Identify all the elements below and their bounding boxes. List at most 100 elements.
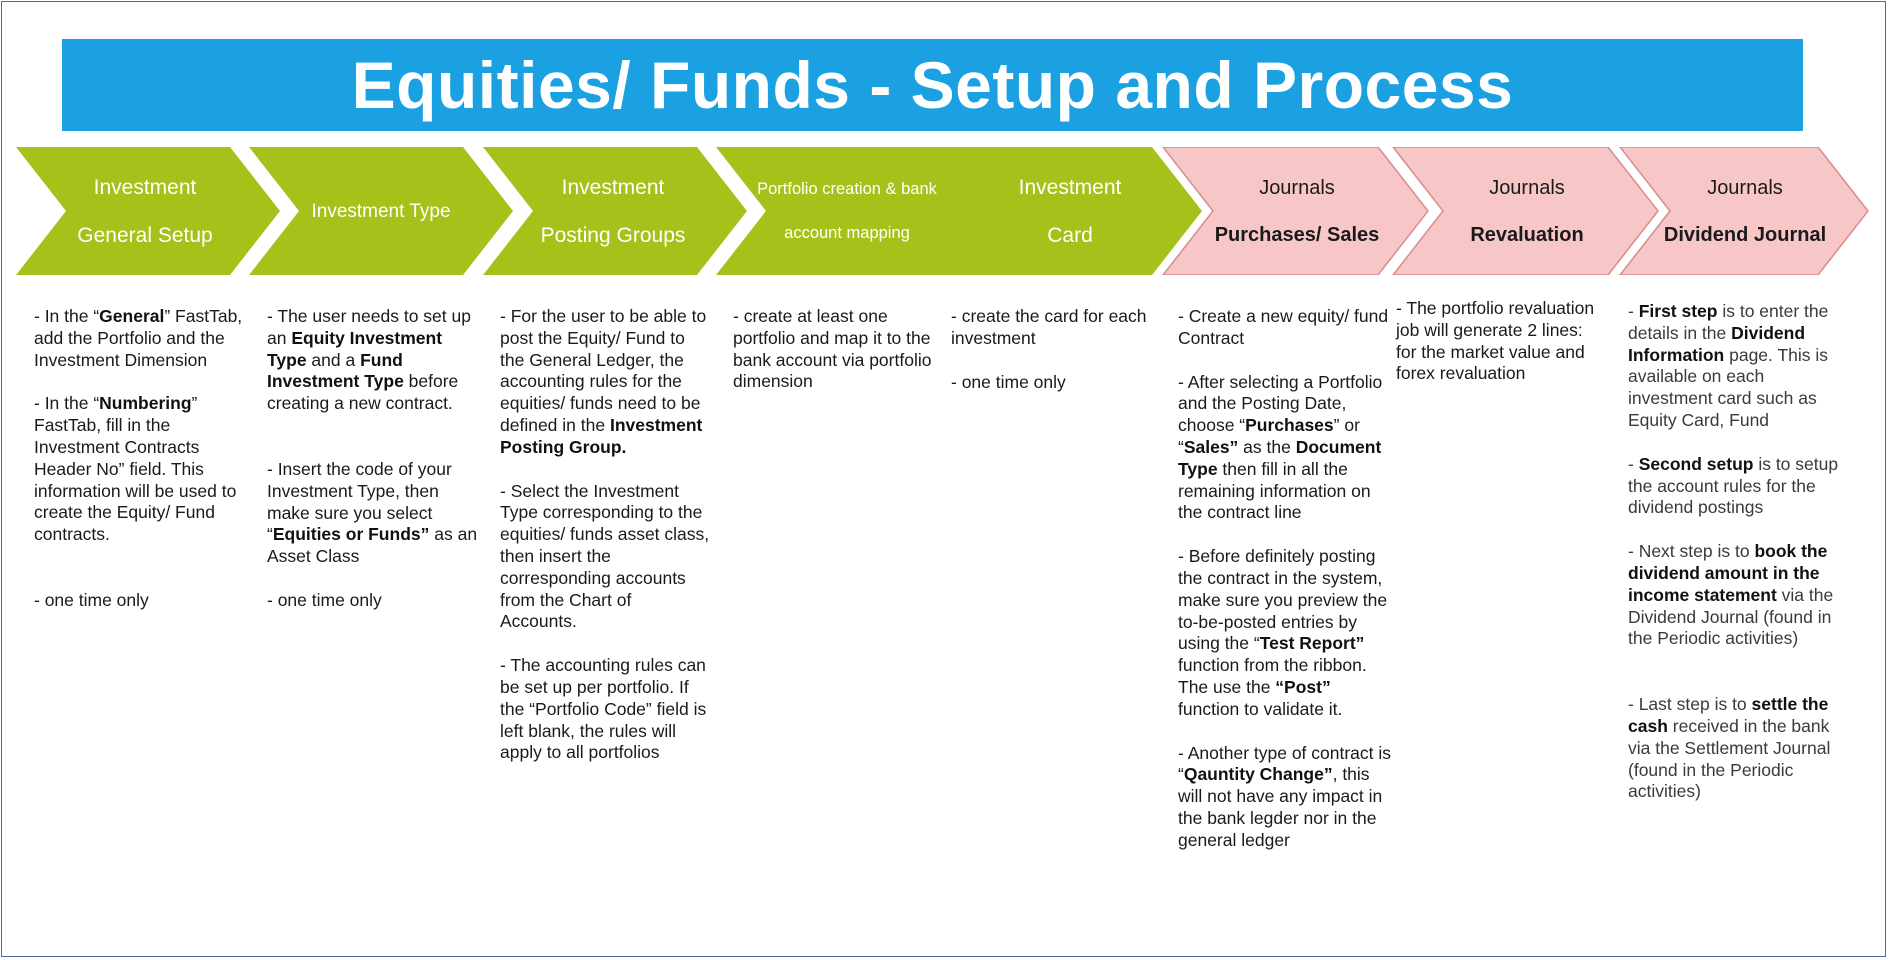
text: function from the ribbon. The use the: [1178, 655, 1367, 697]
step-5-line2: Card: [1047, 223, 1093, 247]
text: is to setup the account rules for the di…: [1628, 453, 1839, 518]
col-portfolio-mapping: - create at least one portfolio and map …: [733, 306, 951, 393]
text: - For the user to be able to post the Eq…: [500, 306, 707, 435]
text: - Before definitely posting the contract…: [1178, 546, 1388, 654]
step-4-line2: account mapping: [784, 223, 910, 242]
col1-para-1: - In the “General” FastTab, add the Port…: [34, 306, 252, 371]
col-purchases-sales: - Create a new equity/ fund Contract - A…: [1178, 306, 1396, 852]
text-bold: Second setup: [1638, 453, 1754, 474]
text: -: [1628, 453, 1639, 474]
step-5-line1: Investment: [1018, 175, 1122, 199]
step-1-label: Investment General Setup: [60, 147, 230, 275]
text-bold: Numbering: [99, 393, 192, 414]
text: - After selecting a Portfolio and the Po…: [1178, 371, 1383, 436]
step-5-label: Investment Card: [980, 147, 1160, 275]
text-bold: Equity Investment Type: [267, 327, 443, 370]
step-3-chevron: [483, 147, 747, 275]
step-6-chevron: [1162, 147, 1429, 275]
process-chevrons: [16, 147, 1869, 275]
page-title: Equities/ Funds - Setup and Process: [62, 39, 1803, 131]
col5-para-2: - one time only: [951, 371, 1066, 392]
text: - The user needs to set up an: [267, 306, 471, 348]
text-bold: Sales”: [1183, 436, 1239, 457]
step-4-label: Portfolio creation & bank account mappin…: [748, 147, 946, 275]
step-6-label: Journals Purchases/ Sales: [1207, 147, 1387, 275]
text-bold: “Post”: [1275, 676, 1331, 697]
col-investment-card: - create the card for each investment - …: [951, 306, 1169, 393]
col-investment-type: - The user needs to set up an Equity Inv…: [267, 306, 485, 612]
text-bold: settle the cash: [1628, 694, 1829, 736]
text: ” FastTab, add the Portfolio and the Inv…: [34, 306, 243, 370]
col8-para-2: - Second setup is to setup the account r…: [1628, 454, 1850, 519]
col2-para-1: - The user needs to set up an Equity Inv…: [267, 306, 485, 415]
step-1-line1: Investment: [93, 175, 197, 199]
text: as an Asset Class: [267, 524, 478, 567]
col2-para-3: - one time only: [267, 589, 382, 610]
step-4-line1: Portfolio creation & bank: [757, 180, 937, 198]
text: -: [1628, 301, 1639, 321]
text: then fill in all the remaining informati…: [1178, 458, 1371, 523]
col8-para-3: - Next step is to book the dividend amou…: [1628, 541, 1850, 650]
step-6-line1: Journals: [1259, 176, 1335, 199]
step-8-line1: Journals: [1707, 176, 1783, 199]
text: page. This is available on each investme…: [1628, 344, 1829, 430]
col-posting-groups: - For the user to be able to post the Eq…: [500, 306, 710, 764]
col6-para-2: - After selecting a Portfolio and the Po…: [1178, 372, 1396, 525]
col3-para-1: - For the user to be able to post the Eq…: [500, 306, 710, 459]
text-bold: Test Report”: [1259, 633, 1365, 654]
col8-para-4: - Last step is to settle the cash receiv…: [1628, 694, 1850, 803]
text: , this will not have any impact in the b…: [1178, 764, 1383, 850]
step-8-line2: Dividend Journal: [1663, 223, 1827, 246]
text-bold: Qauntity Change”: [1183, 764, 1333, 785]
col1-para-2: - In the “Numbering” FastTab, fill in th…: [34, 393, 252, 546]
text-bold: Equities or Funds”: [272, 524, 430, 545]
text: function to validate it.: [1178, 698, 1343, 719]
step-1-chevron: [16, 147, 280, 275]
text: - In the “: [34, 393, 100, 414]
col6-para-4: - Another type of contract is “Qauntity …: [1178, 743, 1396, 852]
col3-para-2: - Select the Investment Type correspondi…: [500, 480, 710, 632]
step-5-chevron: [936, 147, 1202, 275]
text-bold: book the dividend amount in the income s…: [1628, 541, 1828, 605]
step-2-label: Investment Type: [293, 147, 469, 275]
col4-para-1: - create at least one portfolio and map …: [733, 306, 932, 392]
step-3-label: Investment Posting Groups: [527, 147, 699, 275]
text: is to enter the details in the: [1628, 301, 1829, 343]
col-revaluation: - The portfolio revaluation job will gen…: [1396, 298, 1608, 385]
text-bold: Investment Posting Group.: [500, 414, 703, 457]
col-general-setup: - In the “ General” FastTab, add the Port…: [34, 306, 252, 612]
text: as the: [1238, 436, 1296, 457]
col7-para-1: - The portfolio revaluation job will gen…: [1396, 298, 1595, 384]
step-8-chevron: [1619, 147, 1869, 275]
step-3-line1: Investment: [561, 175, 665, 199]
text-bold: Dividend Information: [1628, 322, 1806, 365]
text: - Insert the code of your Investment Typ…: [267, 458, 452, 545]
text: before creating a new contract.: [267, 371, 459, 414]
text: - Another type of contract is “: [1178, 742, 1392, 785]
step-6-line2: Purchases/ Sales: [1214, 223, 1380, 246]
step-2-chevron: [249, 147, 513, 275]
text-bold: First step: [1638, 301, 1718, 321]
col1-para-3: - one time only: [34, 589, 149, 610]
col5-para-1: - create the card for each investment: [951, 306, 1147, 348]
text-bold: Fund Investment Type: [267, 349, 404, 392]
step-8-label: Journals Dividend Journal: [1650, 147, 1840, 275]
text: ” or “: [1178, 415, 1360, 457]
step-1-line2: General Setup: [77, 223, 213, 247]
col3-para-3: - The accounting rules can be set up per…: [500, 655, 707, 763]
text-bold: Document Type: [1178, 436, 1382, 479]
step-7-line2: Revaluation: [1470, 223, 1584, 246]
text-bold: Purchases: [1245, 415, 1334, 436]
col6-para-3: - Before definitely posting the contract…: [1178, 546, 1396, 720]
col2-para-2: - Insert the code of your Investment Typ…: [267, 459, 485, 568]
text: and a: [306, 349, 361, 370]
step-7-chevron: [1392, 147, 1659, 275]
col8-para-1: - First step is to enter the details in …: [1628, 301, 1850, 432]
text: ” FastTab, fill in the Investment Contra…: [34, 393, 237, 545]
col6-para-1: - Create a new equity/ fund Contract: [1178, 306, 1389, 348]
col-dividend-journal: - First step is to enter the details in …: [1628, 301, 1850, 803]
text-bold: General: [99, 306, 165, 326]
step-2-line1: Investment Type: [311, 200, 451, 222]
text: received in the bank via the Settlement …: [1628, 715, 1831, 802]
